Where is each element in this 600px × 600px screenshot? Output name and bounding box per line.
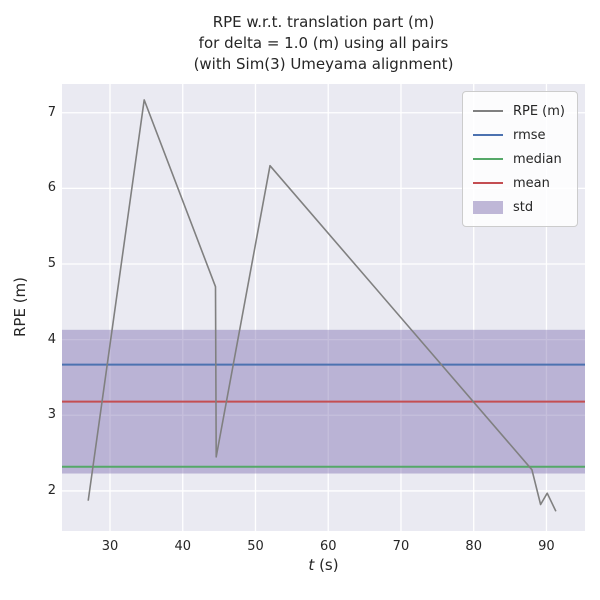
legend-label: rmse [512, 127, 546, 143]
legend-label: RPE (m) [512, 103, 565, 119]
x-tick-label: 60 [319, 539, 337, 554]
y-tick-label: 3 [47, 407, 56, 423]
x-tick-label: 80 [465, 539, 482, 554]
plot-area: RPE (m) rmse median mean std [62, 84, 585, 531]
chart-title-line-1: RPE w.r.t. translation part (m) [212, 13, 435, 31]
rpe-line [87, 99, 557, 512]
x-axis-label-unit: (s) [314, 556, 339, 574]
x-tick-label: 90 [538, 539, 555, 554]
chart-title: RPE w.r.t. translation part (m) for delt… [62, 12, 585, 75]
legend-patch-swatch [472, 200, 503, 214]
x-tick-label: 50 [247, 539, 264, 554]
x-tick-label: 30 [101, 539, 119, 554]
y-tick-label: 7 [47, 104, 56, 120]
chart-title-line-2: for delta = 1.0 (m) using all pairs [198, 34, 449, 52]
y-tick-label: 6 [47, 180, 56, 196]
x-axis-label: t (s) [62, 556, 585, 574]
legend-item: rmse [472, 123, 565, 147]
legend-label: mean [512, 175, 550, 191]
legend-item: std [472, 195, 565, 219]
legend-item: median [472, 147, 565, 171]
y-axis-label: RPE (m) [11, 276, 29, 338]
legend: RPE (m) rmse median mean std [461, 91, 578, 227]
legend-line-swatch [472, 110, 503, 112]
y-tick-label: 5 [47, 256, 56, 271]
x-tick-label: 70 [392, 539, 410, 554]
legend-label: std [512, 199, 534, 215]
legend-label: median [512, 151, 562, 167]
legend-line-swatch [472, 158, 503, 160]
legend-line-swatch [472, 134, 503, 136]
y-tick-label: 4 [47, 331, 56, 347]
x-axis-label-var: t [308, 556, 315, 574]
x-tick-label: 40 [174, 539, 191, 554]
y-tick-label: 2 [47, 482, 56, 498]
chart-title-line-3: (with Sim(3) Umeyama alignment) [193, 55, 454, 73]
legend-item: mean [472, 171, 565, 195]
legend-line-swatch [472, 182, 503, 184]
legend-item: RPE (m) [472, 99, 565, 123]
